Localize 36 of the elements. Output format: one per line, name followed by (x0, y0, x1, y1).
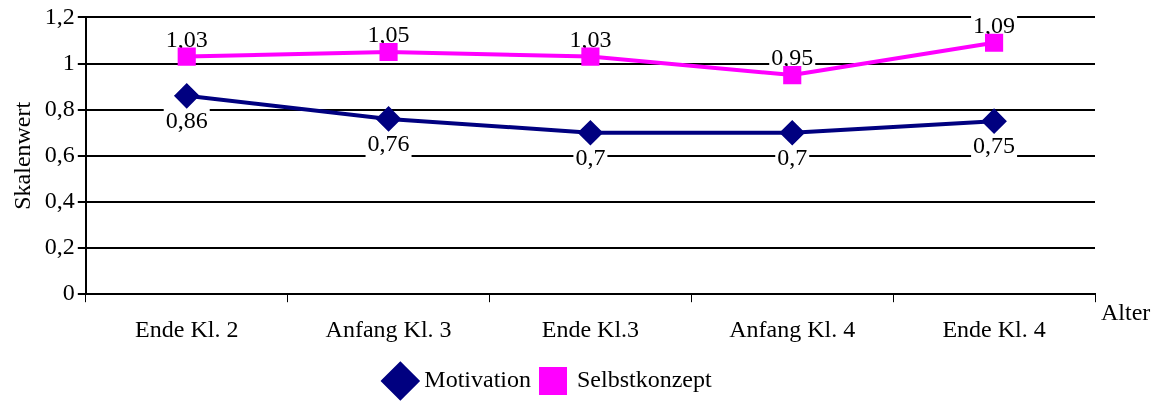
point (581, 47, 600, 66)
point (783, 66, 802, 85)
x-tick-label: Ende Kl. 4 (942, 315, 1046, 342)
data-label: 0,95 (771, 44, 814, 71)
data-label: 0,76 (367, 130, 410, 157)
x-tick-label: Anfang Kl. 4 (729, 315, 856, 342)
point (578, 120, 603, 145)
data-label: 1,03 (569, 25, 612, 52)
legend-label: Motivation (424, 366, 532, 393)
y-tick-label: 1,2 (44, 2, 75, 29)
data-label: 0,75 (973, 132, 1016, 159)
data-label: 1,03 (165, 25, 208, 52)
y-tick-label: 1 (62, 48, 75, 75)
data-label: 0,86 (165, 107, 208, 134)
data-label: 0,7 (777, 144, 808, 171)
y-tick-label: 0,6 (44, 141, 75, 168)
x-tick-label: Anfang Kl. 3 (325, 315, 452, 342)
y-tick-label: 0 (62, 279, 75, 306)
point (985, 33, 1004, 52)
data-label: 1,05 (367, 21, 410, 48)
point (177, 47, 196, 66)
y-tick-label: 0,8 (44, 94, 75, 121)
y-tick-label: 0,4 (44, 187, 75, 214)
data-label: 1,09 (973, 12, 1016, 39)
legend-label: Selbstkonzept (577, 366, 712, 393)
data-label: 0,7 (575, 144, 606, 171)
point (780, 120, 805, 145)
point (982, 109, 1007, 134)
x-tick-label: Ende Kl.3 (541, 315, 640, 342)
x-axis-title: Alter (1101, 299, 1151, 326)
point (376, 106, 401, 131)
x-tick-label: Ende Kl. 2 (135, 315, 239, 342)
y-axis-title: Skalenwert (8, 101, 35, 210)
point (174, 83, 199, 108)
y-tick-label: 0,2 (44, 233, 75, 260)
point (379, 42, 398, 62)
